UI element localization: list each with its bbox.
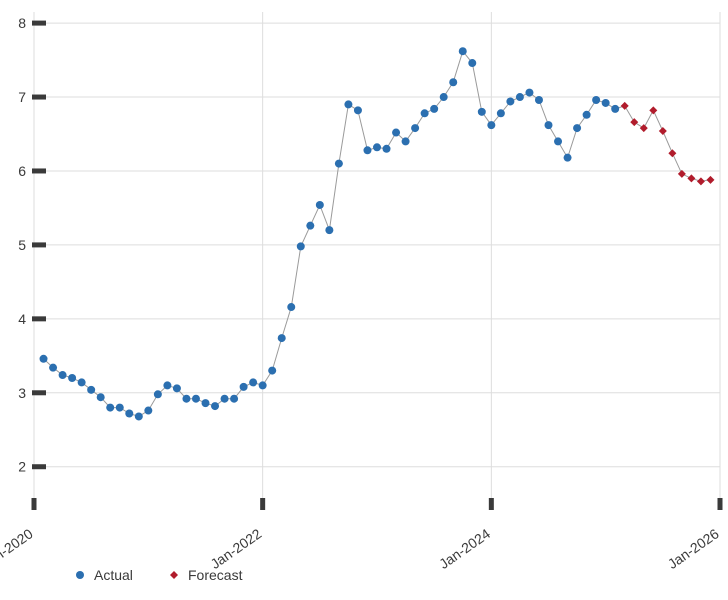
marker-forecast (640, 124, 648, 132)
marker-actual (545, 121, 553, 129)
marker-actual (430, 105, 438, 113)
marker-actual (592, 96, 600, 104)
marker-actual (554, 137, 562, 145)
grid (34, 12, 720, 500)
marker-actual (173, 384, 181, 392)
marker-actual (68, 374, 76, 382)
marker-actual (230, 395, 238, 403)
marker-actual (125, 409, 133, 417)
marker-actual (297, 242, 305, 250)
marker-actual (211, 402, 219, 410)
legend-marker-forecast (170, 571, 178, 579)
y-tick-label: 2 (18, 459, 26, 475)
marker-actual (135, 412, 143, 420)
marker-actual (468, 59, 476, 67)
marker-actual (106, 404, 114, 412)
marker-actual (525, 89, 533, 97)
time-series-chart: 2 3 4 5 6 7 8 Jan-2020 Jan-2022 Jan-2024 Jan-2026 A… (0, 0, 728, 600)
marker-actual (316, 201, 324, 209)
x-tick-label: Jan-2026 (665, 525, 722, 572)
marker-forecast (630, 118, 638, 126)
marker-actual (154, 390, 162, 398)
marker-actual (602, 99, 610, 107)
marker-actual (97, 393, 105, 401)
marker-actual (392, 129, 400, 137)
marker-forecast (668, 149, 676, 157)
marker-actual (383, 145, 391, 153)
marker-actual (259, 381, 267, 389)
marker-actual (497, 109, 505, 117)
marker-forecast (687, 174, 695, 182)
marker-actual (221, 395, 229, 403)
y-tick-label: 6 (18, 163, 26, 179)
marker-actual (487, 121, 495, 129)
x-tick-label: Jan-2022 (207, 525, 264, 572)
marker-actual (163, 381, 171, 389)
marker-actual (440, 93, 448, 101)
marker-actual (278, 334, 286, 342)
y-tick-label: 7 (18, 89, 26, 105)
series-connector-line (44, 51, 711, 416)
marker-forecast (697, 177, 705, 185)
marker-actual (40, 355, 48, 363)
marker-forecast (649, 106, 657, 114)
series-forecast (621, 102, 715, 185)
series-actual (40, 47, 620, 420)
marker-actual (144, 407, 152, 415)
marker-actual (325, 226, 333, 234)
marker-actual (459, 47, 467, 55)
marker-actual (363, 146, 371, 154)
marker-actual (240, 383, 248, 391)
marker-actual (87, 386, 95, 394)
marker-actual (59, 371, 67, 379)
marker-actual (268, 367, 276, 375)
marker-actual (573, 124, 581, 132)
x-tick-label: Jan-2024 (436, 525, 493, 572)
marker-actual (49, 364, 57, 372)
chart-container: 2 3 4 5 6 7 8 Jan-2020 Jan-2022 Jan-2024 Jan-2026 A… (0, 0, 728, 600)
y-tick-label: 4 (18, 311, 26, 327)
marker-actual (564, 154, 572, 162)
marker-forecast (659, 127, 667, 135)
marker-actual (78, 378, 86, 386)
marker-actual (535, 96, 543, 104)
marker-actual (449, 78, 457, 86)
legend-marker-actual (76, 571, 84, 579)
marker-actual (506, 97, 514, 105)
y-tick-label: 3 (18, 385, 26, 401)
x-tick-label: Jan-2020 (0, 525, 36, 572)
marker-actual (192, 395, 200, 403)
marker-actual (116, 404, 124, 412)
y-tick-label: 8 (18, 15, 26, 31)
marker-actual (411, 124, 419, 132)
marker-actual (516, 93, 524, 101)
marker-actual (421, 109, 429, 117)
marker-forecast (621, 102, 629, 110)
marker-actual (611, 105, 619, 113)
marker-actual (373, 143, 381, 151)
marker-actual (354, 106, 362, 114)
marker-actual (249, 378, 257, 386)
marker-actual (306, 222, 314, 230)
legend-label-forecast: Forecast (188, 567, 243, 583)
marker-actual (344, 100, 352, 108)
marker-forecast (706, 176, 714, 184)
marker-actual (402, 137, 410, 145)
marker-actual (478, 108, 486, 116)
legend-label-actual: Actual (94, 567, 133, 583)
marker-actual (287, 303, 295, 311)
marker-actual (583, 111, 591, 119)
y-tick-label: 5 (18, 237, 26, 253)
marker-actual (202, 399, 210, 407)
marker-actual (182, 395, 190, 403)
marker-actual (335, 160, 343, 168)
